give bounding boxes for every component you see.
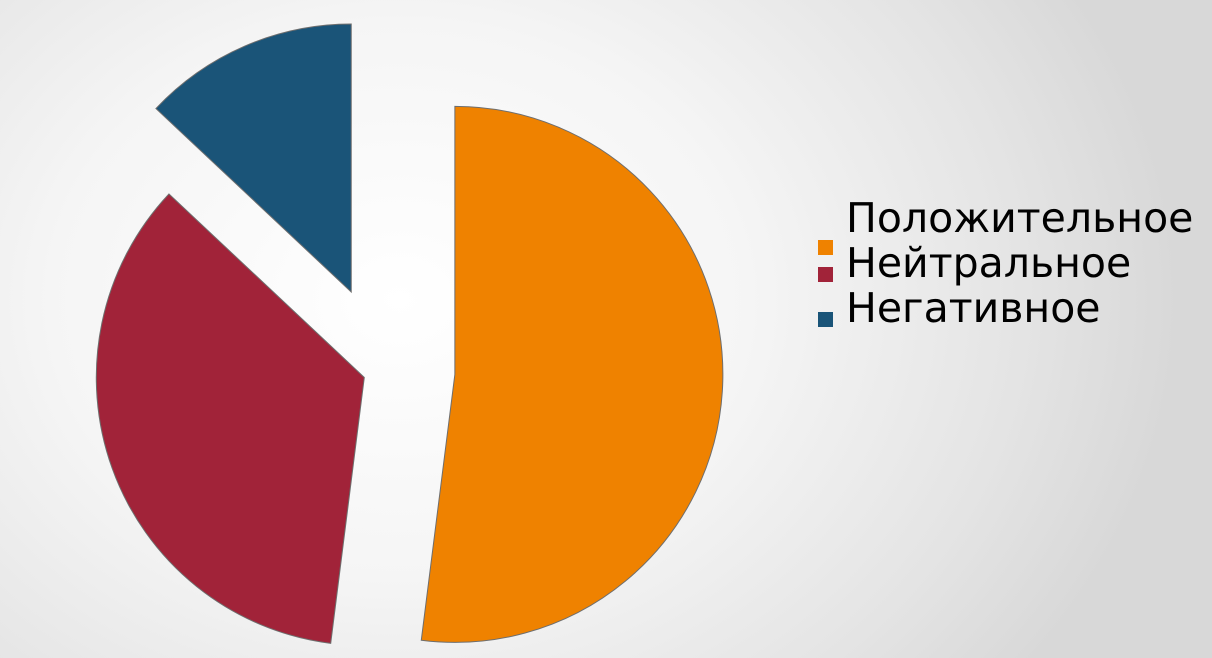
legend-swatch-negative [818, 312, 833, 327]
legend-label-negative: Негативное [846, 284, 1101, 332]
legend-item-neutral: Нейтральное [818, 239, 1208, 287]
chart-legend: Положительное Нейтральное Негативное [818, 198, 1208, 333]
legend-label-neutral: Нейтральное [846, 239, 1132, 287]
legend-item-negative: Негативное [818, 284, 1208, 332]
legend-item-positive: Положительное [818, 194, 1208, 255]
legend-label-positive: Положительное [846, 194, 1194, 242]
legend-swatch-neutral [818, 267, 833, 282]
pie-slice-negative [155, 23, 352, 294]
pie-slice-positive [420, 105, 724, 643]
legend-swatch-positive [818, 240, 833, 255]
pie-slice-neutral [95, 193, 365, 644]
